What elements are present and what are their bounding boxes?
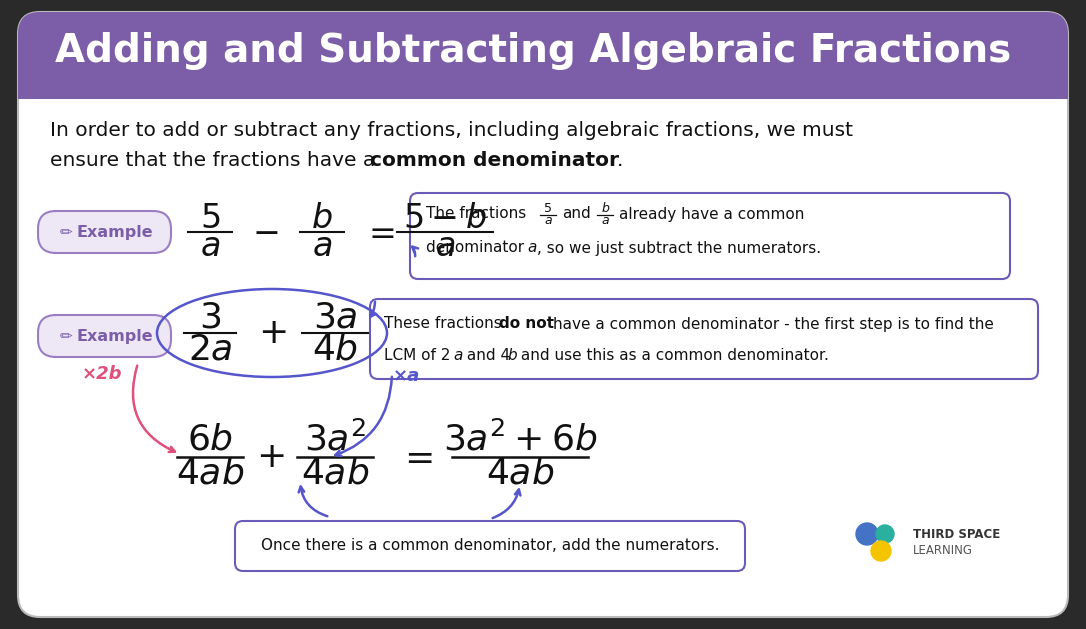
Text: $5-b$: $5-b$ <box>403 203 487 235</box>
Text: ×a: ×a <box>393 367 420 385</box>
Text: ensure that the fractions have a: ensure that the fractions have a <box>50 152 381 170</box>
Text: Example: Example <box>77 328 153 343</box>
Text: LCM of 2: LCM of 2 <box>384 348 451 364</box>
Text: $4b$: $4b$ <box>312 332 358 366</box>
Bar <box>18 55 1068 99</box>
Text: The fractions: The fractions <box>426 206 527 221</box>
Circle shape <box>876 525 894 543</box>
Text: a: a <box>453 348 463 364</box>
Text: and use this as a common denominator.: and use this as a common denominator. <box>516 348 829 364</box>
Text: .: . <box>617 152 623 170</box>
Text: and: and <box>561 206 591 221</box>
Text: , so we just subtract the numerators.: , so we just subtract the numerators. <box>536 240 821 255</box>
Text: and 4: and 4 <box>462 348 510 364</box>
FancyBboxPatch shape <box>18 12 1068 99</box>
Text: $2a$: $2a$ <box>188 332 232 366</box>
Text: $a$: $a$ <box>434 230 455 262</box>
Text: Once there is a common denominator, add the numerators.: Once there is a common denominator, add … <box>261 538 719 554</box>
FancyBboxPatch shape <box>38 315 171 357</box>
Text: $=$: $=$ <box>362 216 394 248</box>
Text: $+$: $+$ <box>257 316 287 350</box>
Text: $4ab$: $4ab$ <box>485 457 554 491</box>
Text: $3a^2+6b$: $3a^2+6b$ <box>443 421 597 457</box>
Text: already have a common: already have a common <box>619 206 805 221</box>
Text: a: a <box>602 214 609 228</box>
Text: $-$: $-$ <box>252 216 278 248</box>
Text: These fractions: These fractions <box>384 316 502 331</box>
Text: denominator: denominator <box>426 240 529 255</box>
Text: ✏: ✏ <box>60 225 73 240</box>
Text: b: b <box>601 203 609 216</box>
Text: In order to add or subtract any fractions, including algebraic fractions, we mus: In order to add or subtract any fraction… <box>50 121 853 140</box>
FancyBboxPatch shape <box>235 521 745 571</box>
FancyBboxPatch shape <box>38 211 171 253</box>
Text: $=$: $=$ <box>397 440 432 474</box>
Text: a: a <box>527 240 536 255</box>
Text: $a$: $a$ <box>200 230 220 262</box>
Circle shape <box>856 523 877 545</box>
Text: $4ab$: $4ab$ <box>176 457 244 491</box>
Circle shape <box>871 541 891 561</box>
Text: LEARNING: LEARNING <box>913 545 973 557</box>
Text: common denominator: common denominator <box>370 152 619 170</box>
FancyBboxPatch shape <box>411 193 1010 279</box>
Text: $3$: $3$ <box>199 300 222 334</box>
Text: $+$: $+$ <box>255 440 285 474</box>
Text: a: a <box>544 214 552 228</box>
Text: THIRD SPACE: THIRD SPACE <box>913 528 1000 540</box>
Text: ✏: ✏ <box>60 328 73 343</box>
Text: $4ab$: $4ab$ <box>301 457 369 491</box>
Text: do not: do not <box>498 316 554 331</box>
Text: $5$: $5$ <box>200 203 220 235</box>
Text: have a common denominator - the first step is to find the: have a common denominator - the first st… <box>553 316 994 331</box>
Text: $b$: $b$ <box>312 203 332 235</box>
Text: $3a^2$: $3a^2$ <box>304 421 366 457</box>
Text: $3a$: $3a$ <box>313 300 357 334</box>
Text: $a$: $a$ <box>312 230 332 262</box>
Text: ×2b: ×2b <box>83 365 123 383</box>
Text: Example: Example <box>77 225 153 240</box>
Text: Adding and Subtracting Algebraic Fractions: Adding and Subtracting Algebraic Fractio… <box>55 32 1011 70</box>
Text: $6b$: $6b$ <box>187 422 233 456</box>
FancyBboxPatch shape <box>18 12 1068 617</box>
Text: 5: 5 <box>544 203 552 216</box>
FancyBboxPatch shape <box>370 299 1038 379</box>
Text: b: b <box>507 348 517 364</box>
